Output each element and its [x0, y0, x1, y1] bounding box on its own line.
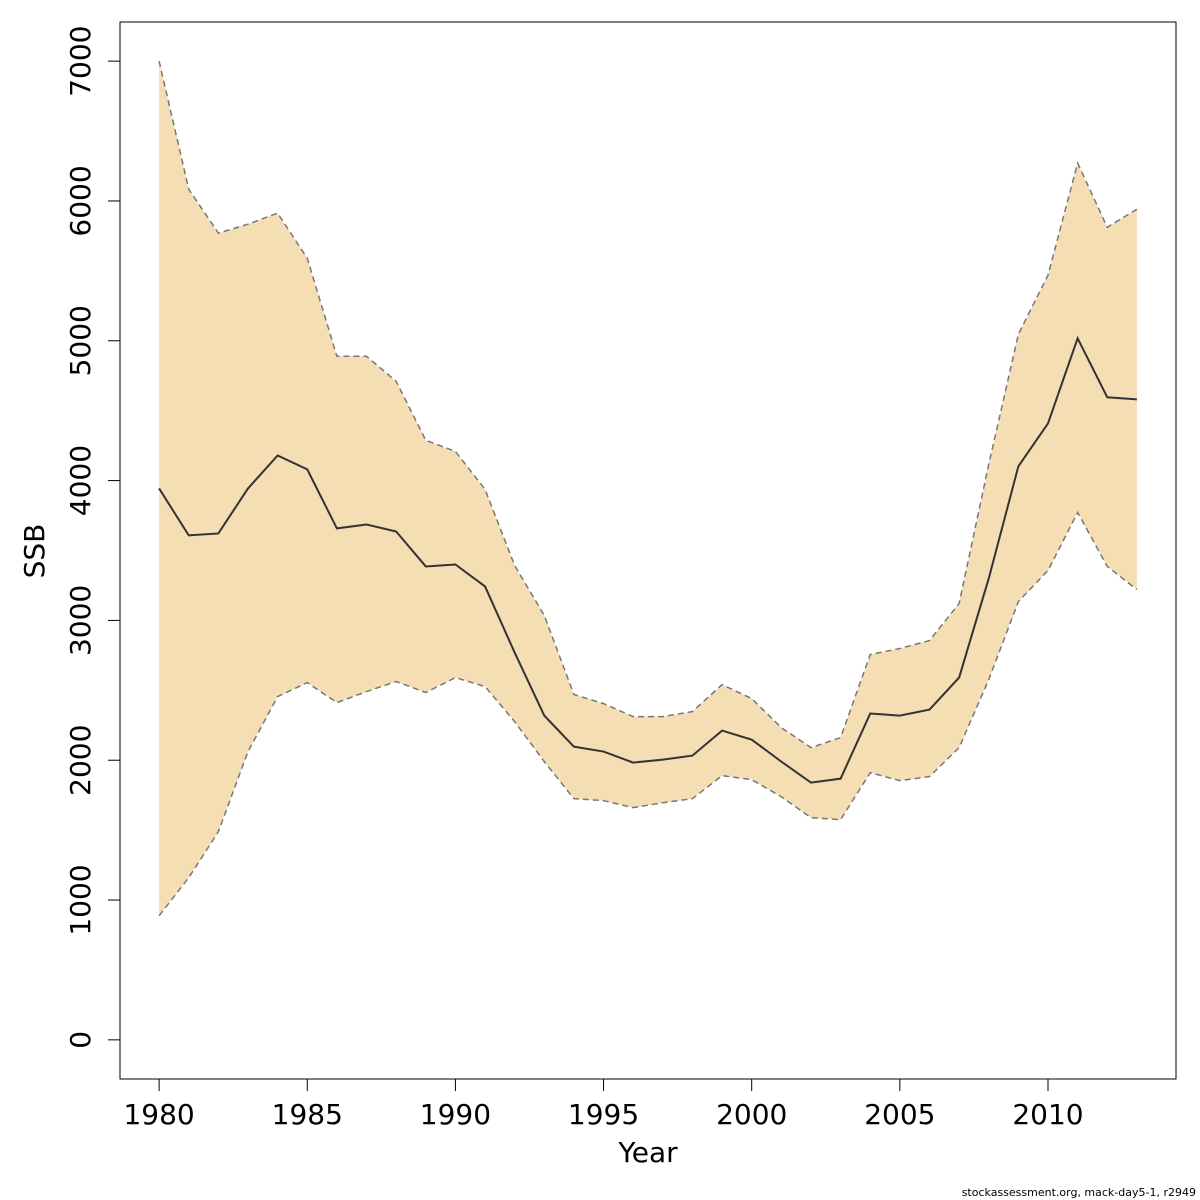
lower-bound	[158, 510, 1138, 917]
x-tick-label: 2010	[1012, 1098, 1083, 1131]
footer: stockassessment.org, mack-day5-1, r2949	[962, 1186, 1196, 1199]
y-tick-label: 5000	[64, 305, 97, 376]
y-tick-label: 4000	[64, 445, 97, 516]
y-tick-label: 6000	[64, 165, 97, 236]
y-tick-label: 2000	[64, 725, 97, 796]
ssb-line	[158, 335, 1137, 784]
x-tick-label: 1995	[568, 1098, 639, 1131]
x-tick-label: 1980	[123, 1098, 194, 1131]
upper-bound	[158, 60, 1138, 749]
confidence-band	[159, 61, 1137, 916]
x-tick-label: 2005	[864, 1098, 935, 1131]
x-axis-title: Year	[617, 1136, 678, 1169]
y-tick-label: 3000	[64, 585, 97, 656]
y-tick-label: 1000	[64, 864, 97, 935]
x-tick-label: 2000	[716, 1098, 787, 1131]
y-tick-label: 0	[64, 1031, 97, 1049]
x-tick-label: 1990	[420, 1098, 491, 1131]
y-tick-label: 7000	[64, 26, 97, 97]
x-tick-label: 1985	[272, 1098, 343, 1131]
y-axis-title: SSB	[18, 524, 51, 579]
